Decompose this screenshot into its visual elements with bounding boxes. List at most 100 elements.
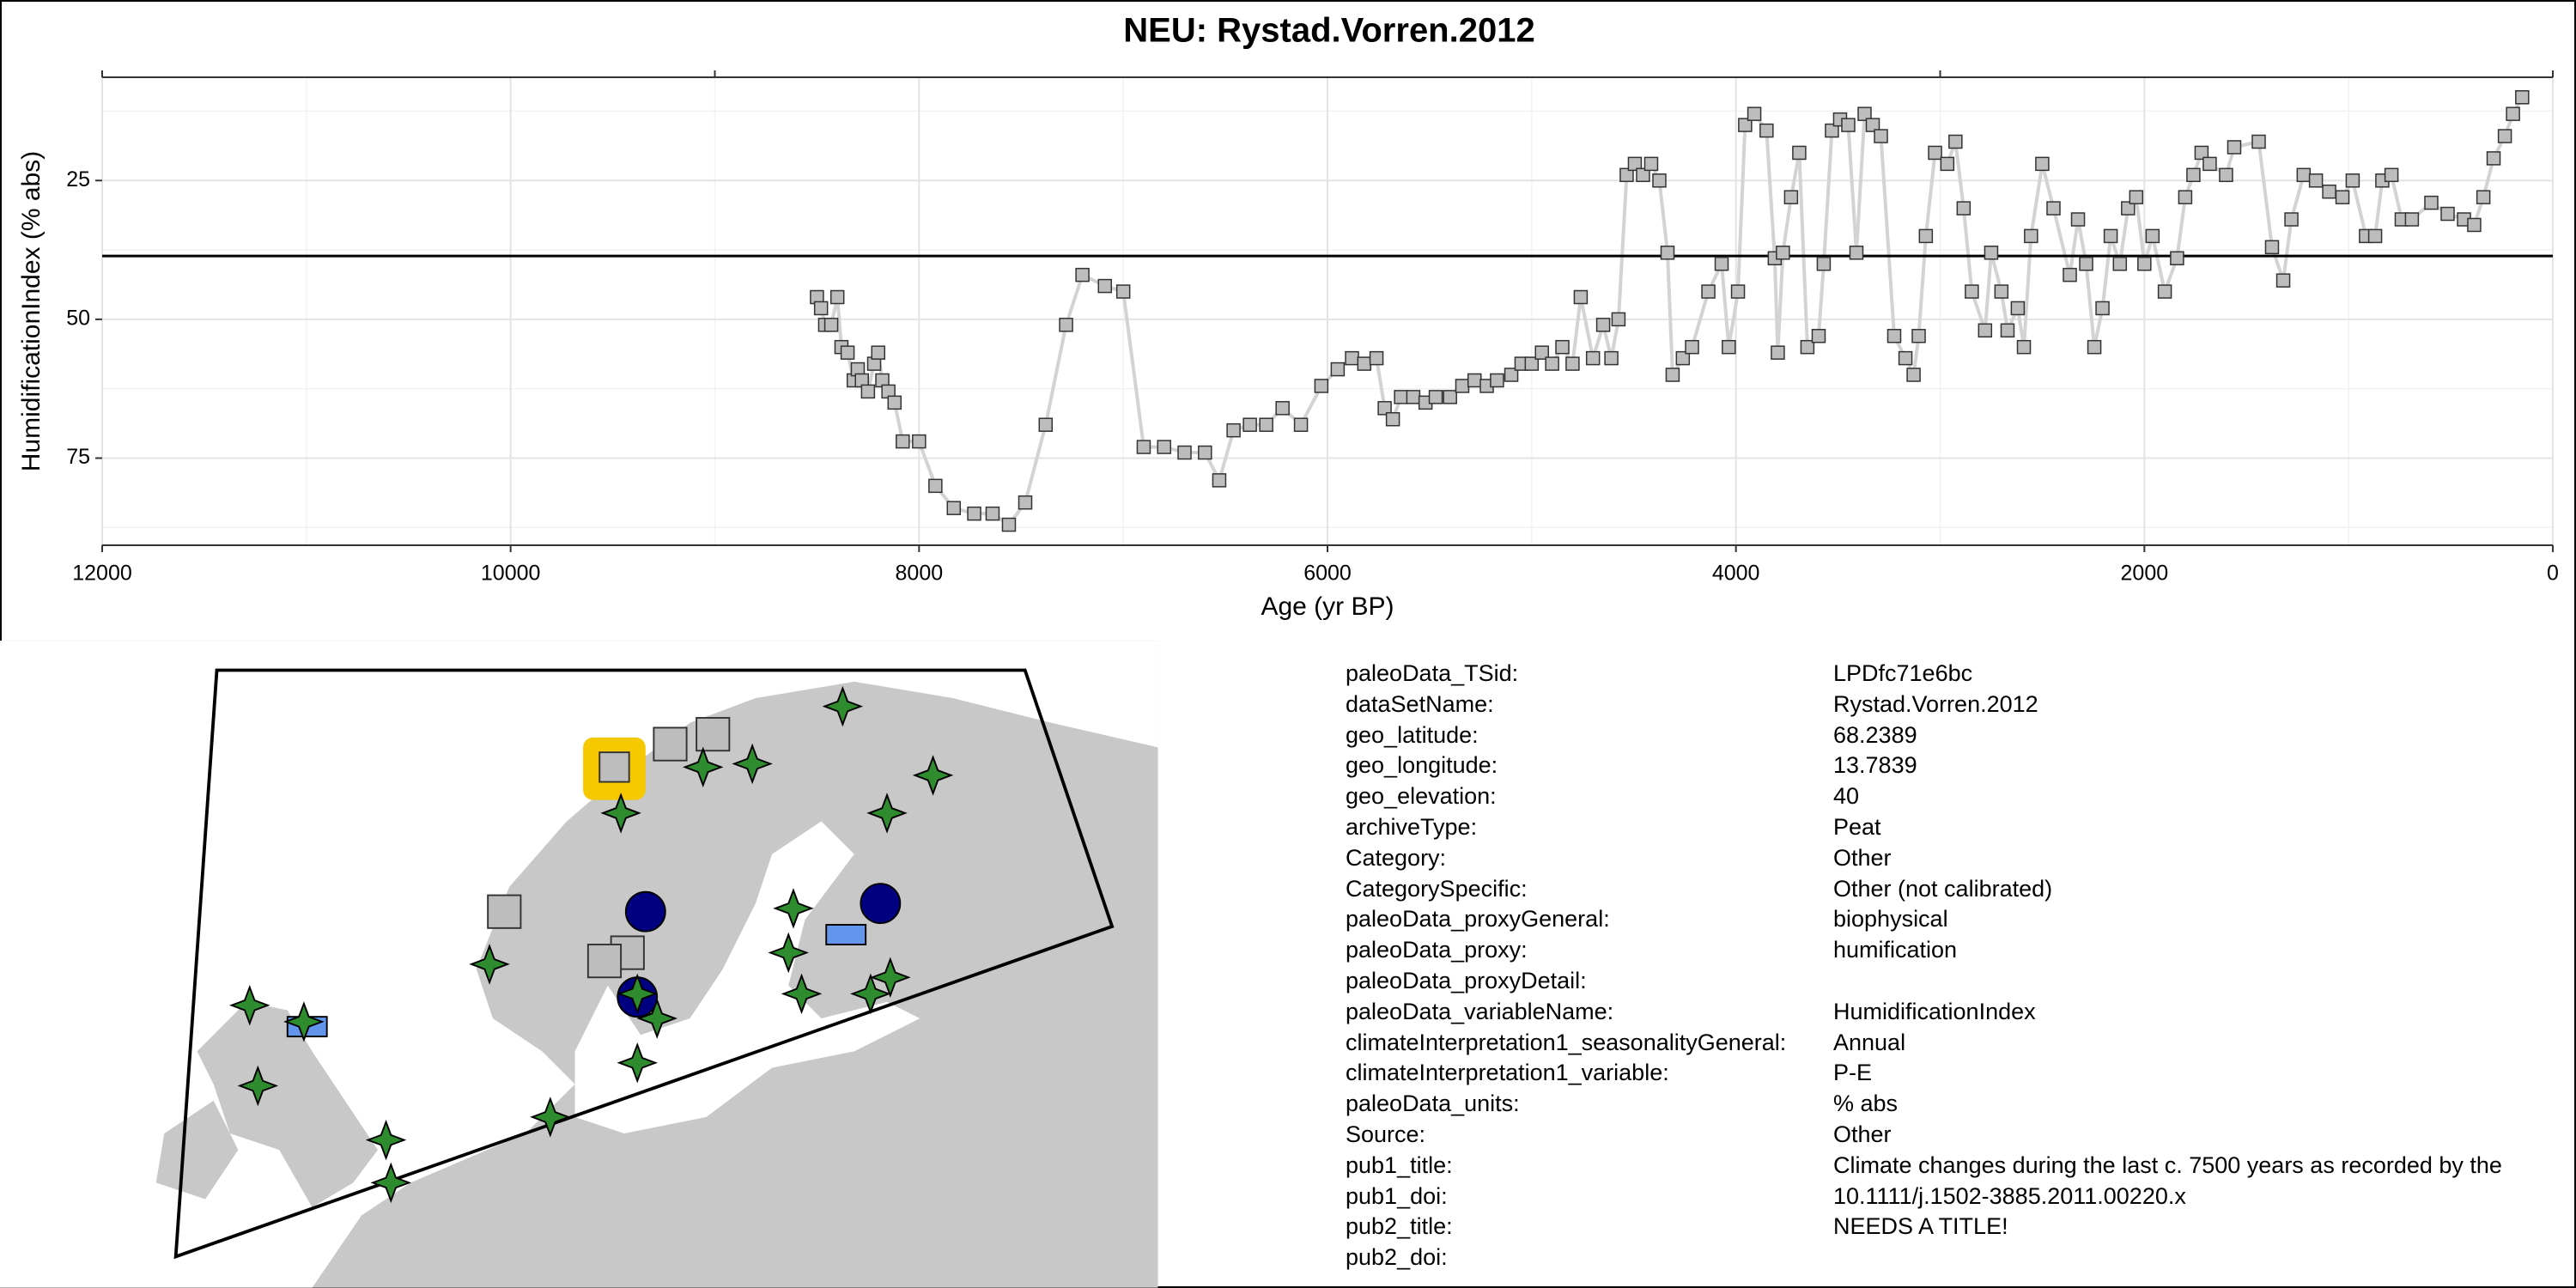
data-point [1314, 379, 1329, 393]
data-point [829, 289, 845, 305]
data-point [1018, 495, 1033, 510]
metadata-key: geo_longitude: [1346, 752, 1498, 779]
data-point [1636, 167, 1650, 183]
data-point [2095, 301, 2110, 316]
site-square [598, 751, 630, 783]
data-point [2070, 212, 2086, 227]
data-point [2157, 284, 2172, 299]
data-point [1455, 379, 1470, 393]
x-tick-label: 2000 [2121, 562, 2169, 586]
data-point [985, 506, 1000, 521]
data-point [813, 301, 829, 316]
data-point [1406, 390, 1421, 404]
data-point [1555, 339, 1570, 355]
data-point [2404, 212, 2420, 227]
data-point [2322, 184, 2336, 199]
metadata-key: Source: [1346, 1121, 1426, 1147]
metadata-key: paleoData_units: [1346, 1091, 1520, 1117]
metadata-key: archiveType: [1346, 814, 1478, 840]
data-point [1534, 345, 1549, 360]
data-point [2046, 201, 2061, 216]
data-point [1385, 411, 1400, 427]
data-point [1759, 123, 1774, 138]
data-point [2035, 156, 2050, 172]
data-point [1948, 134, 1963, 149]
data-point [1565, 356, 1580, 371]
data-point [1956, 201, 1971, 216]
metadata-key: pub2_title: [1346, 1213, 1453, 1240]
data-point [1177, 445, 1192, 460]
data-point [1816, 256, 1832, 271]
x-tick-label: 8000 [896, 562, 944, 586]
data-point [2219, 167, 2233, 183]
data-point [2367, 228, 2383, 244]
data-point [2335, 190, 2350, 204]
metadata-value: 10.1111/j.1502-3885.2011.00220.x [1833, 1182, 2186, 1209]
site-square [487, 894, 522, 929]
x-tick-label: 12000 [72, 562, 132, 586]
metadata-value: Other [1833, 844, 1892, 871]
data-point [1038, 417, 1054, 432]
data-point [1136, 440, 1151, 454]
data-point [1604, 350, 1619, 366]
data-point [1242, 417, 1257, 432]
site-circle [860, 883, 902, 925]
data-point [2121, 201, 2136, 216]
metadata-value: P-E [1833, 1060, 1873, 1086]
x-tick-label: 6000 [1303, 562, 1352, 586]
data-point [1643, 156, 1659, 172]
data-point [1984, 246, 1999, 260]
data-point [967, 506, 981, 521]
data-point [1792, 145, 1807, 161]
data-point [2112, 256, 2128, 271]
data-point [1730, 284, 1746, 299]
data-point [1157, 440, 1171, 454]
data-point [2079, 256, 2093, 271]
data-point [1595, 318, 1611, 332]
y-tick-label: 75 [66, 445, 90, 469]
metadata-value: 68.2389 [1833, 721, 1917, 748]
data-point [2145, 228, 2160, 244]
data-point [1490, 373, 1504, 388]
data-point [1906, 368, 1921, 382]
data-point [2129, 190, 2144, 204]
metadata-key: geo_latitude: [1346, 721, 1479, 748]
data-point [1259, 417, 1273, 432]
data-point [1841, 118, 1856, 132]
data-point [1849, 246, 1864, 260]
metadata-value: humification [1833, 937, 1958, 963]
data-point [2087, 339, 2102, 355]
data-point [2251, 134, 2266, 149]
metadata-value: Rystad.Vorren.2012 [1833, 690, 2038, 717]
data-point [823, 318, 839, 332]
data-point [2424, 195, 2439, 210]
x-axis-label: Age (yr BP) [1261, 592, 1394, 621]
metadata-value: 13.7839 [1833, 752, 1917, 779]
metadata-value: biophysical [1833, 906, 1948, 933]
data-point [1825, 123, 1839, 138]
data-point [1198, 445, 1212, 460]
data-point [1226, 422, 1241, 438]
data-point [1800, 339, 1815, 355]
data-point [2202, 156, 2217, 172]
data-point [1865, 118, 1880, 132]
data-point [2515, 90, 2530, 105]
data-point [1660, 246, 1675, 260]
metadata-key: climateInterpretation1_variable: [1346, 1060, 1669, 1086]
data-point [1467, 373, 1482, 388]
data-point [1722, 339, 1736, 355]
data-point [2284, 212, 2299, 227]
data-point [2178, 190, 2193, 204]
data-point [1212, 473, 1227, 488]
britain [197, 1001, 378, 1208]
data-point [896, 434, 910, 449]
data-point [1714, 256, 1729, 271]
x-tick-label: 10000 [481, 562, 541, 586]
data-point [2016, 339, 2032, 355]
metadata-value: % abs [1833, 1091, 1899, 1117]
data-point [2506, 106, 2520, 121]
metadata-value: Other [1833, 1121, 1892, 1147]
data-point [2063, 267, 2077, 283]
data-point [2194, 145, 2209, 161]
